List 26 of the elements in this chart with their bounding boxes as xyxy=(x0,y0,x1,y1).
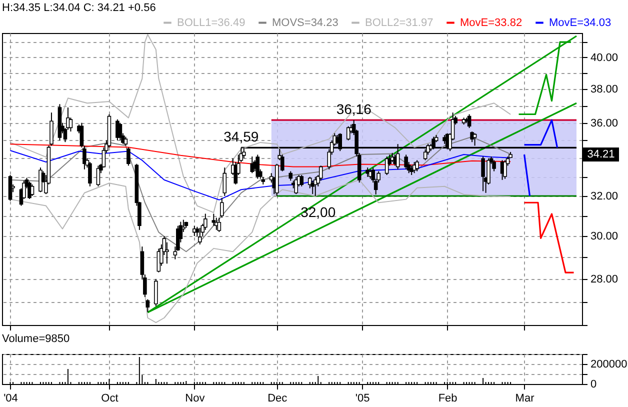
text: 34.21 xyxy=(587,148,615,161)
chart-title: Volume=9850 xyxy=(2,333,70,345)
y-tick-label: 36.00 xyxy=(590,117,618,130)
x-tick-label: Dec xyxy=(268,392,288,404)
chart-title: H:34.35 L:34.04 C: 34.21 +0.56 xyxy=(2,2,156,14)
x-tick-label: '05 xyxy=(355,392,370,404)
legend-label: MovE=34.03 xyxy=(549,16,612,29)
x-tick-label: Nov xyxy=(185,392,206,404)
x-tick-label: Oct xyxy=(101,392,118,404)
legend-label: BOLL1=36.49 xyxy=(177,16,246,29)
y-tick-label: 32.00 xyxy=(590,190,618,202)
x-tick-label: '04 xyxy=(4,392,18,404)
y-tick-label: 40.00 xyxy=(590,52,618,64)
y-tick-label: 200000 xyxy=(590,358,628,370)
y-tick-label: 28.00 xyxy=(590,273,618,286)
annotation: 32,00 xyxy=(300,204,336,220)
annotation: 36,16 xyxy=(336,101,372,118)
y-tick-label: 38.00 xyxy=(590,84,618,96)
legend-label: MovE=33.82 xyxy=(460,16,522,29)
legend-label: BOLL2=31.97 xyxy=(365,16,434,29)
y-tick-label: 30.00 xyxy=(590,230,618,243)
x-tick-label: Mar xyxy=(515,392,535,404)
y-tick-label: 0 xyxy=(590,378,597,390)
legend-label: MOVS=34.23 xyxy=(272,16,338,29)
x-tick-label: Feb xyxy=(438,392,458,404)
annotation: 34,59 xyxy=(224,128,259,145)
